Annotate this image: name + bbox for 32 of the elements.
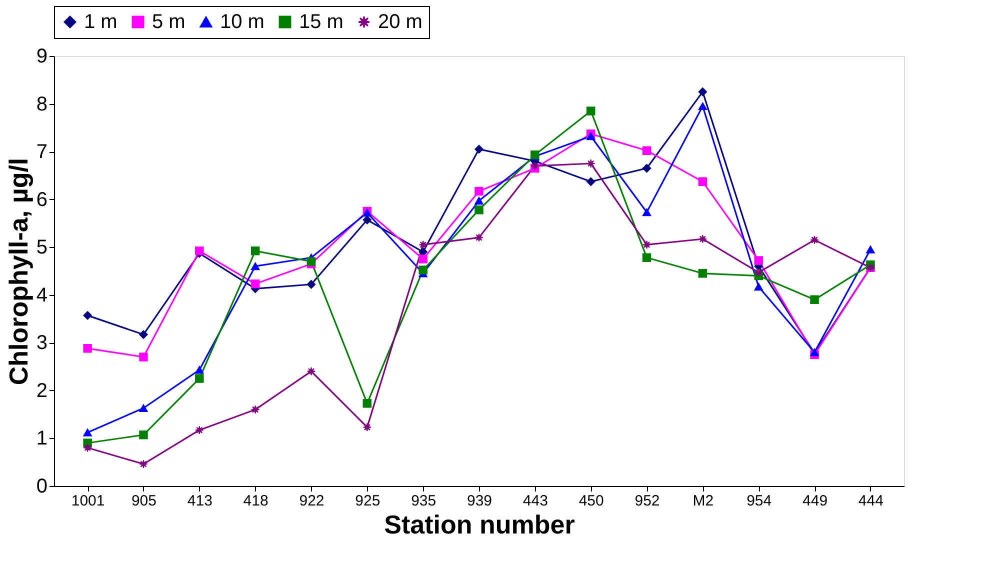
y-tick-label: 1 — [36, 428, 48, 450]
x-tick-label: 905 — [131, 492, 156, 510]
y-tick-label: 9 — [36, 46, 48, 68]
x-axis-title: Station number — [384, 510, 575, 540]
y-tick-label: 4 — [36, 284, 48, 306]
legend-label: 1 m — [84, 11, 118, 33]
x-tick-label: 449 — [802, 492, 828, 510]
legend-label: 5 m — [152, 11, 186, 33]
y-tick-label: 7 — [36, 141, 48, 164]
x-tick-label: 954 — [746, 492, 772, 510]
x-tick-label: M2 — [692, 492, 714, 510]
x-tick-label: 413 — [187, 492, 212, 510]
x-tick-label: 443 — [522, 492, 548, 510]
x-tick-label: 935 — [411, 492, 436, 510]
x-tick-label: 450 — [578, 492, 604, 510]
legend-label: 15 m — [299, 11, 344, 33]
y-tick-label: 3 — [36, 332, 48, 354]
x-tick-label: 925 — [355, 492, 380, 510]
y-tick-label: 0 — [36, 476, 48, 498]
y-tick-label: 8 — [36, 93, 48, 116]
y-tick-label: 2 — [36, 380, 48, 402]
y-tick-label: 6 — [36, 188, 48, 211]
y-axis-title: Chlorophyll-a, µg/l — [3, 158, 34, 386]
legend-label: 10 m — [220, 11, 264, 33]
x-tick-label: 1001 — [71, 492, 105, 510]
x-tick-label: 939 — [466, 492, 492, 510]
x-tick-label: 952 — [634, 492, 660, 510]
x-tick-label: 418 — [243, 492, 268, 510]
legend-label: 20 m — [378, 11, 422, 33]
x-tick-label: 444 — [858, 492, 884, 510]
x-tick-label: 922 — [299, 492, 324, 510]
y-tick-label: 5 — [36, 236, 48, 259]
